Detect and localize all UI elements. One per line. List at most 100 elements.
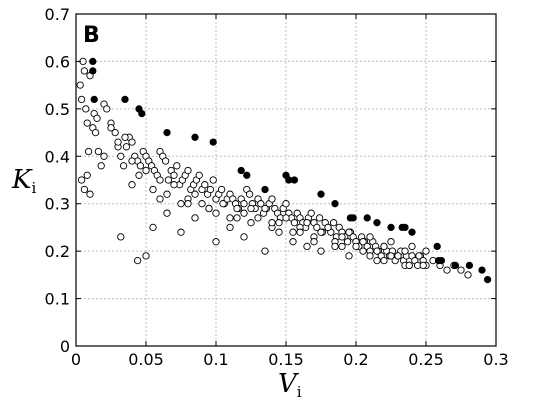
open-point <box>133 256 142 265</box>
open-point <box>275 228 283 236</box>
filled-point <box>209 138 217 146</box>
x-axis-label-subscript: i <box>297 383 302 400</box>
open-point <box>209 176 217 184</box>
filled-point <box>290 176 299 184</box>
open-point <box>289 228 297 236</box>
x-axis-label: Vi <box>278 369 302 400</box>
y-tick-label: 0.6 <box>45 52 70 71</box>
filled-point <box>191 133 199 141</box>
open-point <box>419 261 427 270</box>
open-point <box>329 219 338 227</box>
open-point <box>76 81 84 89</box>
open-point <box>201 181 209 189</box>
y-tick-label: 0 <box>60 337 70 356</box>
open-point <box>254 214 262 222</box>
open-point <box>261 247 269 255</box>
open-point <box>317 228 325 236</box>
open-point <box>117 233 125 241</box>
filled-point <box>408 228 416 236</box>
open-point <box>380 256 388 265</box>
filled-point <box>387 223 395 232</box>
data-points <box>76 57 492 284</box>
open-point <box>177 200 185 208</box>
y-tick-label: 0.7 <box>45 5 70 24</box>
open-point <box>121 133 129 141</box>
open-point <box>345 228 353 236</box>
open-point <box>282 214 290 222</box>
open-point <box>91 128 100 137</box>
x-tick-labels: 0 0.05 0.1 0.15 0.2 0.25 0.3 <box>71 350 509 369</box>
open-point <box>226 223 234 232</box>
open-point <box>184 200 192 208</box>
open-point <box>117 152 125 160</box>
y-tick-label: 0.2 <box>45 242 70 261</box>
open-point <box>233 204 241 213</box>
open-point <box>245 190 254 198</box>
open-point <box>457 266 465 274</box>
open-point <box>343 238 352 246</box>
filled-point <box>349 214 357 222</box>
open-point <box>257 200 265 208</box>
filled-point <box>433 242 441 251</box>
filled-point <box>373 219 381 227</box>
open-point <box>247 204 255 213</box>
open-point <box>135 171 143 179</box>
open-point <box>205 204 213 213</box>
open-point <box>111 128 119 137</box>
filled-point <box>317 190 325 198</box>
open-point <box>366 233 374 241</box>
filled-point <box>401 223 409 232</box>
open-point <box>212 209 220 217</box>
open-point <box>359 238 367 246</box>
open-point <box>217 185 226 194</box>
panel-label: B <box>83 23 100 48</box>
open-point <box>401 247 409 255</box>
filled-point <box>363 214 371 222</box>
open-point <box>107 124 115 132</box>
open-point <box>80 67 89 75</box>
x-tick-label: 0.05 <box>128 350 164 369</box>
open-point <box>233 214 241 222</box>
open-point <box>408 242 416 251</box>
x-tick-label: 0 <box>71 350 81 369</box>
open-point <box>93 114 101 122</box>
x-tick-label: 0.3 <box>483 350 508 369</box>
open-point <box>373 247 381 255</box>
open-point <box>324 223 332 232</box>
open-point <box>415 252 423 260</box>
open-point <box>161 157 170 165</box>
open-point <box>136 162 145 170</box>
open-point <box>387 238 395 246</box>
open-point <box>289 238 297 246</box>
open-point <box>84 147 93 156</box>
open-point <box>247 219 255 227</box>
open-point <box>97 162 105 170</box>
open-point <box>156 195 164 203</box>
open-point <box>315 214 324 222</box>
open-point <box>122 143 131 151</box>
open-point <box>94 147 103 156</box>
open-point <box>191 190 199 198</box>
filled-point <box>237 166 245 175</box>
open-point <box>380 242 388 251</box>
open-point <box>100 152 108 160</box>
x-axis-label-main: V <box>278 369 299 399</box>
open-point <box>83 171 91 179</box>
open-point <box>240 200 248 208</box>
axis-ticks <box>75 13 497 347</box>
open-point <box>422 247 430 255</box>
open-point <box>338 233 346 241</box>
open-point <box>77 95 86 104</box>
open-point <box>303 242 311 251</box>
filled-point <box>121 95 129 104</box>
open-point <box>149 185 157 194</box>
open-point <box>156 176 164 184</box>
filled-point <box>243 171 251 179</box>
open-point <box>83 119 91 127</box>
filled-point <box>89 67 97 75</box>
x-tick-label: 0.25 <box>408 350 444 369</box>
open-point <box>226 214 234 222</box>
y-tick-label: 0.3 <box>45 195 70 214</box>
open-point <box>240 209 248 217</box>
filled-point <box>163 128 171 137</box>
